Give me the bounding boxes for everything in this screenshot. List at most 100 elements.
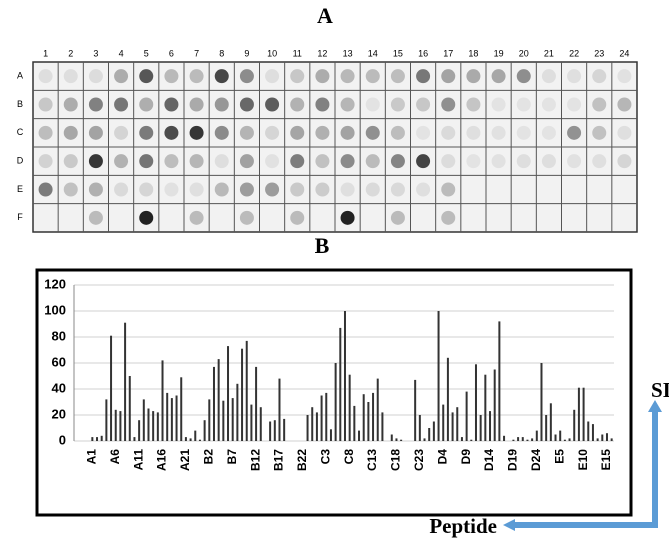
column-label: 14 bbox=[368, 48, 378, 58]
spot bbox=[466, 154, 481, 169]
spot bbox=[541, 69, 556, 84]
spot bbox=[290, 210, 305, 225]
row-label: A bbox=[17, 71, 23, 81]
spot bbox=[114, 154, 129, 169]
bar bbox=[166, 392, 169, 441]
bar bbox=[540, 363, 543, 441]
bar bbox=[465, 391, 468, 441]
y-tick-label: 40 bbox=[52, 380, 66, 395]
spot bbox=[63, 182, 78, 197]
column-label: 6 bbox=[169, 48, 174, 58]
spot bbox=[416, 69, 431, 84]
spot bbox=[390, 210, 405, 225]
x-tick-label: B7 bbox=[225, 449, 239, 465]
spot bbox=[214, 69, 229, 84]
bar bbox=[175, 395, 178, 441]
bar bbox=[180, 377, 183, 441]
bar bbox=[493, 369, 496, 441]
bar bbox=[100, 435, 103, 441]
spot bbox=[189, 125, 204, 140]
spot bbox=[189, 182, 204, 197]
bar bbox=[362, 394, 365, 441]
row-label: F bbox=[17, 212, 23, 222]
spot bbox=[214, 97, 229, 112]
spot bbox=[340, 182, 355, 197]
spot bbox=[416, 97, 431, 112]
x-tick-label: C18 bbox=[389, 449, 403, 471]
spot bbox=[38, 182, 53, 197]
bar bbox=[596, 438, 599, 441]
y-tick-label: 100 bbox=[44, 302, 66, 317]
bar bbox=[194, 430, 197, 441]
bar bbox=[217, 359, 220, 441]
column-label: 8 bbox=[219, 48, 224, 58]
bar bbox=[114, 409, 117, 441]
spot bbox=[592, 97, 607, 112]
bar bbox=[432, 421, 435, 441]
spot bbox=[567, 154, 582, 169]
bar bbox=[535, 430, 538, 441]
bar bbox=[184, 437, 187, 441]
x-tick-label: A21 bbox=[178, 449, 192, 471]
spot bbox=[567, 69, 582, 84]
bar bbox=[110, 335, 113, 441]
bar bbox=[203, 420, 206, 441]
bar bbox=[395, 438, 398, 441]
spot bbox=[567, 125, 582, 140]
spot bbox=[239, 125, 254, 140]
bar bbox=[503, 435, 506, 441]
spot bbox=[390, 182, 405, 197]
bar bbox=[138, 420, 141, 441]
bar bbox=[517, 437, 520, 441]
spot bbox=[390, 97, 405, 112]
y-tick-label: 60 bbox=[52, 354, 66, 369]
bar bbox=[414, 379, 417, 441]
column-label: 15 bbox=[393, 48, 403, 58]
bar bbox=[189, 438, 192, 441]
panel-label: A bbox=[317, 3, 333, 28]
spot bbox=[88, 182, 103, 197]
bar bbox=[91, 437, 94, 441]
spot bbox=[38, 97, 53, 112]
bar bbox=[348, 374, 351, 441]
spot bbox=[491, 154, 506, 169]
bar bbox=[198, 439, 201, 441]
bar bbox=[142, 399, 145, 441]
bar bbox=[156, 412, 159, 441]
spot bbox=[617, 125, 632, 140]
bar bbox=[311, 407, 314, 441]
bar bbox=[549, 403, 552, 441]
bar bbox=[470, 439, 473, 441]
spot bbox=[390, 154, 405, 169]
bar bbox=[479, 415, 482, 441]
spot bbox=[164, 154, 179, 169]
spot bbox=[239, 97, 254, 112]
spot bbox=[139, 154, 154, 169]
spot bbox=[114, 69, 129, 84]
bar bbox=[559, 430, 562, 441]
spot bbox=[114, 125, 129, 140]
spot bbox=[541, 97, 556, 112]
spot bbox=[365, 97, 380, 112]
bar bbox=[105, 399, 108, 441]
spot bbox=[265, 182, 280, 197]
column-label: 5 bbox=[144, 48, 149, 58]
column-label: 11 bbox=[293, 48, 302, 58]
bar bbox=[521, 437, 524, 441]
spot bbox=[189, 97, 204, 112]
spot bbox=[164, 69, 179, 84]
bar bbox=[208, 399, 211, 441]
spot bbox=[214, 154, 229, 169]
spot bbox=[265, 125, 280, 140]
spot bbox=[315, 69, 330, 84]
bar bbox=[325, 392, 328, 441]
spot bbox=[567, 97, 582, 112]
spot bbox=[239, 154, 254, 169]
bar bbox=[428, 428, 431, 441]
x-tick-label: E15 bbox=[599, 449, 613, 471]
column-label: 13 bbox=[343, 48, 353, 58]
spot bbox=[592, 154, 607, 169]
bar bbox=[563, 439, 566, 441]
spot bbox=[164, 97, 179, 112]
bar bbox=[526, 439, 529, 441]
